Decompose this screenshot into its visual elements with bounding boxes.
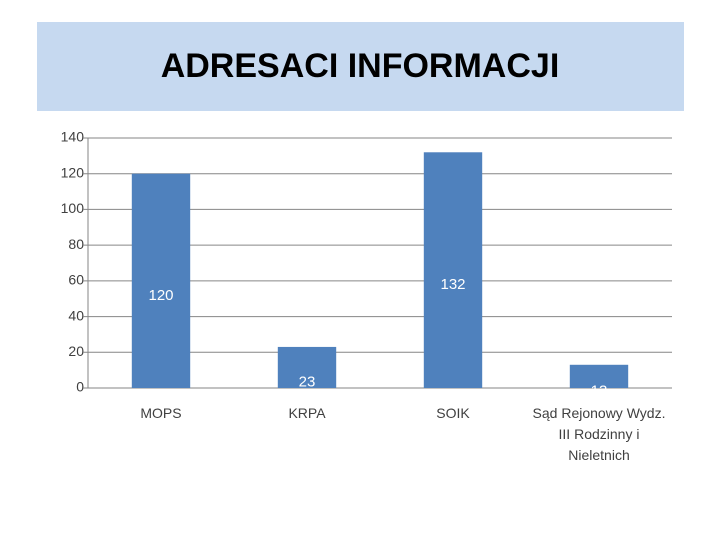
bar [277, 346, 337, 388]
data-label: 23 [299, 373, 316, 390]
y-tick-label: 80 [68, 236, 84, 252]
data-label: 13 [591, 382, 608, 399]
bar [423, 152, 483, 388]
y-tick-label: 60 [68, 272, 84, 288]
chart-title: ADRESACI INFORMACJI [161, 47, 560, 85]
title-box [37, 22, 684, 111]
y-tick-label: 140 [61, 129, 85, 145]
bar [569, 364, 629, 388]
y-tick-label: 120 [61, 164, 85, 180]
x-tick-label: KRPA [288, 405, 326, 421]
y-tick-label: 20 [68, 343, 84, 359]
x-tick-label: Sąd Rejonowy Wydz. III Rodzinny i Nielet… [532, 405, 666, 463]
x-tick-label: MOPS [140, 405, 182, 421]
y-tick-label: 0 [76, 379, 84, 395]
y-tick-label: 40 [68, 307, 84, 323]
data-label: 132 [440, 276, 465, 293]
data-label: 120 [148, 287, 173, 304]
y-tick-label: 100 [61, 200, 85, 216]
bar [131, 173, 191, 388]
x-tick-label: SOIK [436, 405, 470, 421]
